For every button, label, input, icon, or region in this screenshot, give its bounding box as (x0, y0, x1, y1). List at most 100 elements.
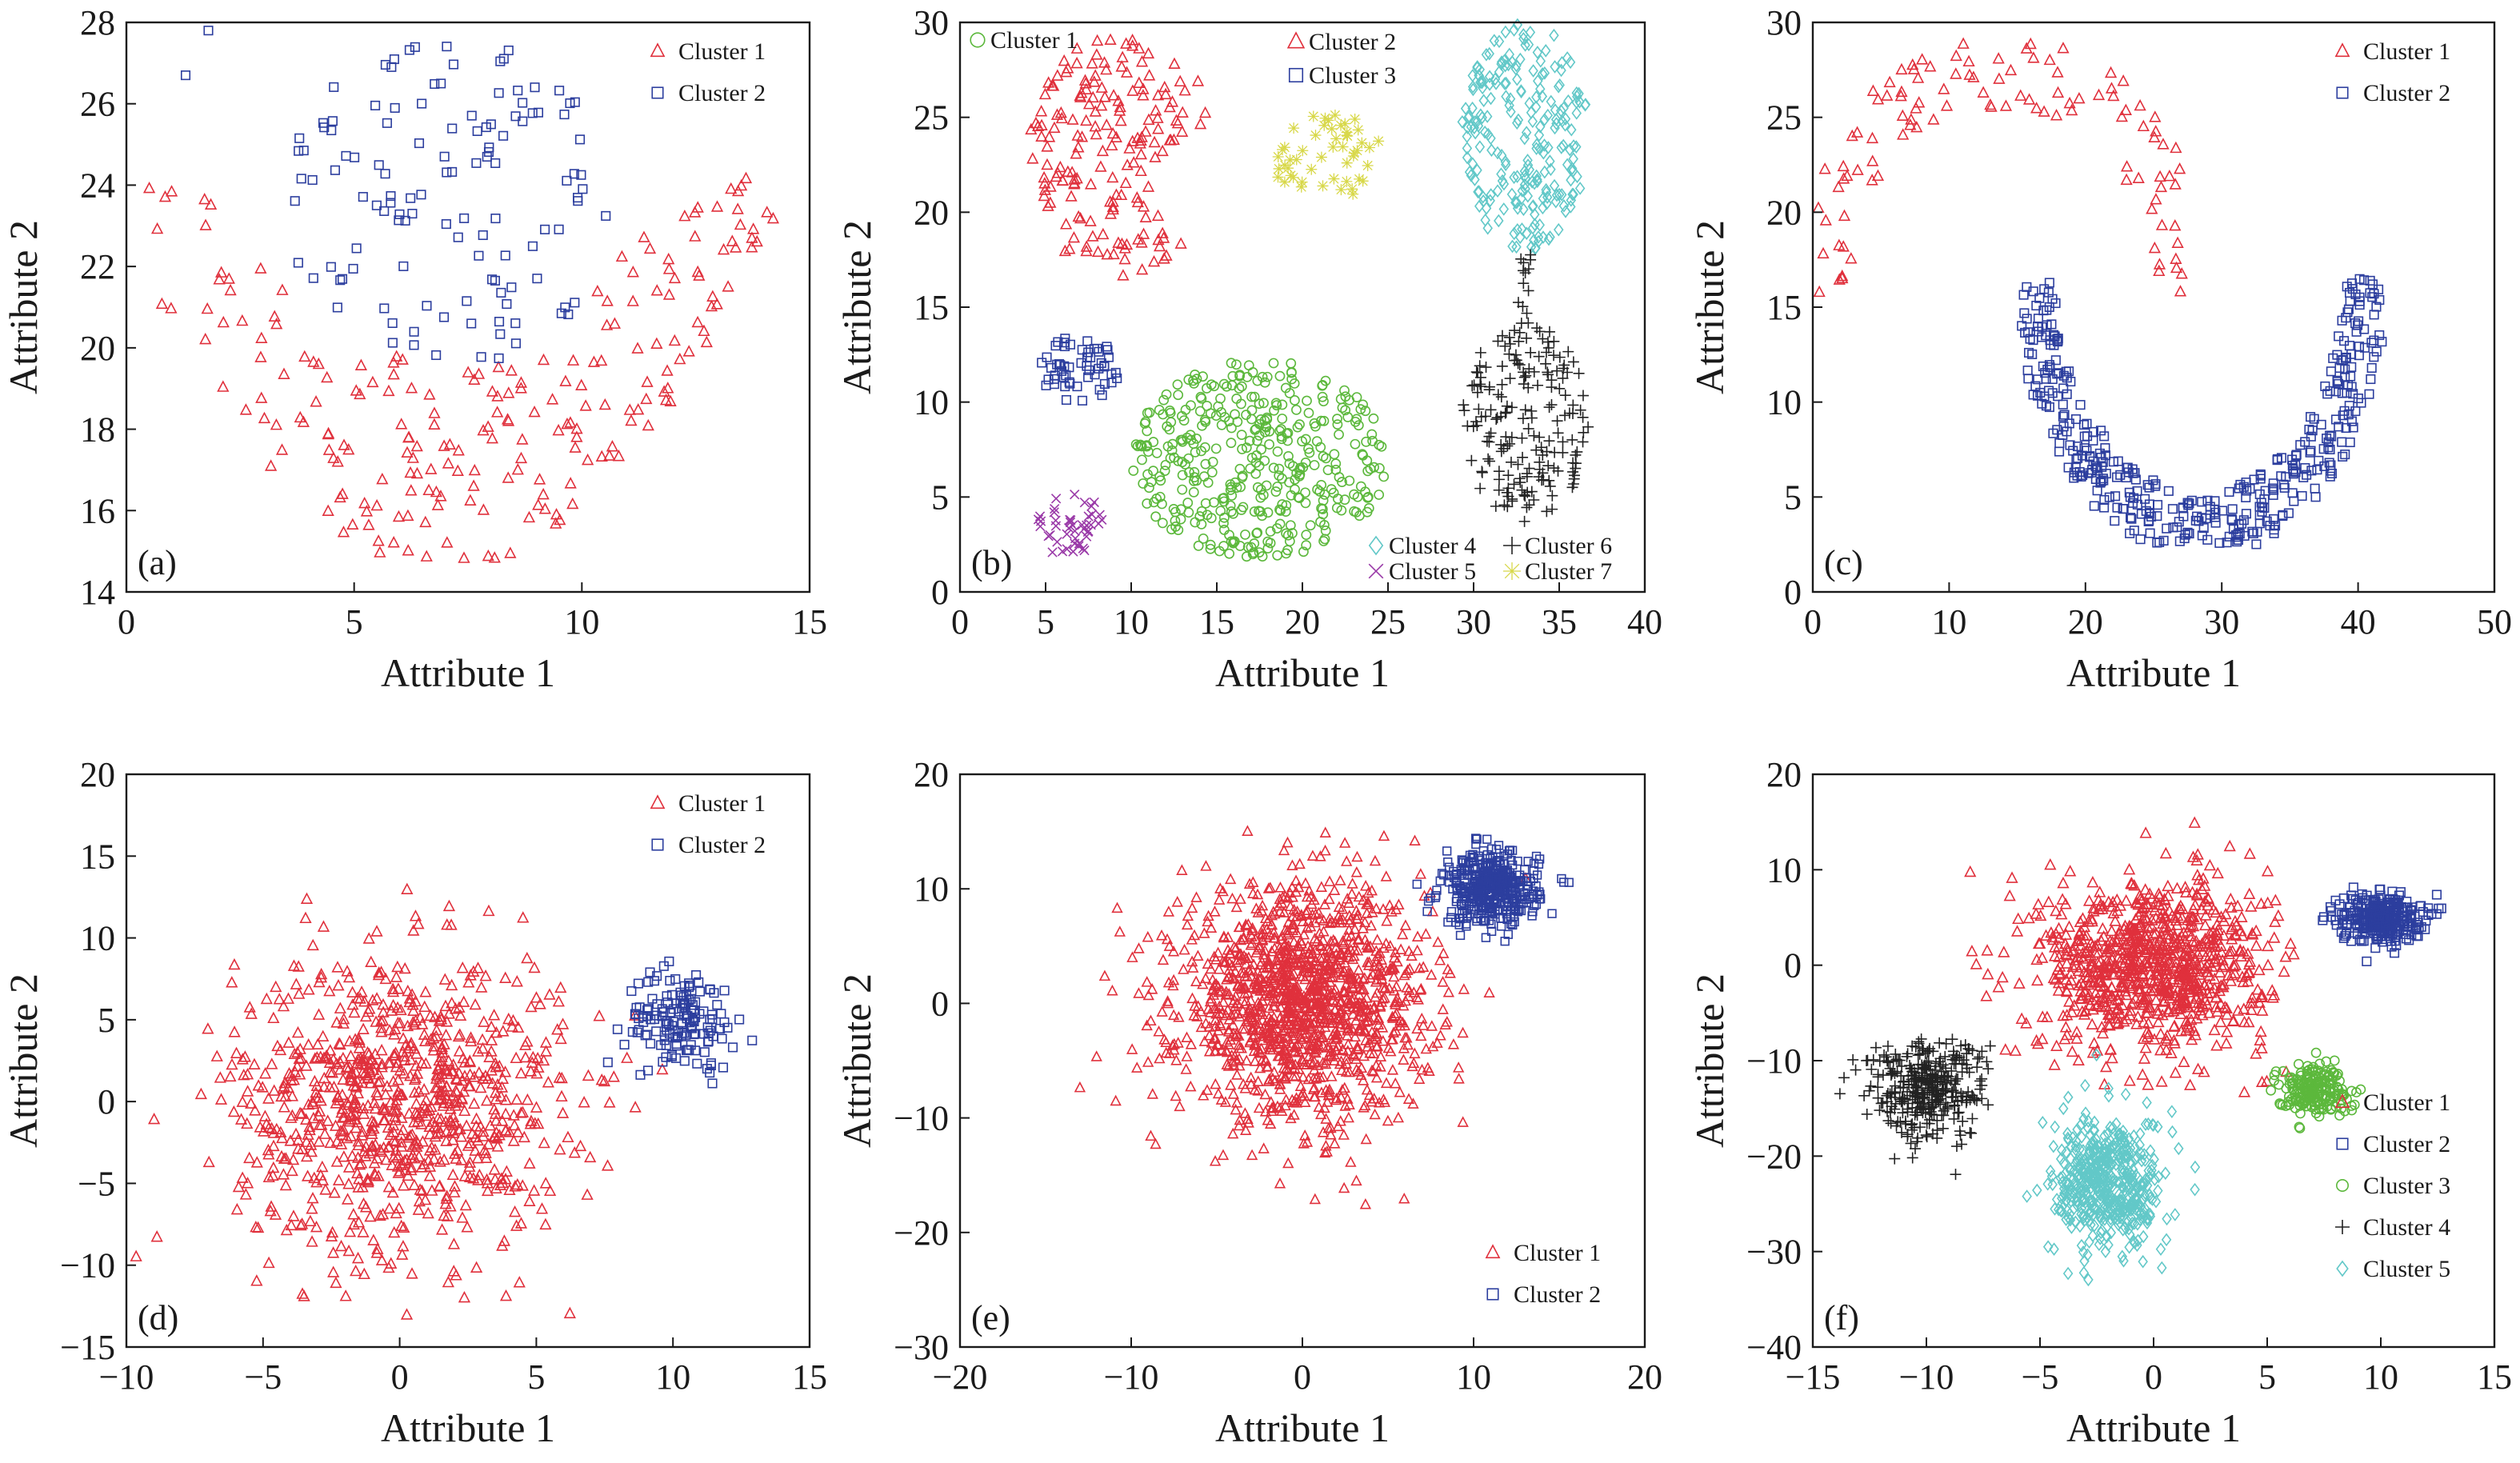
data-point-cluster-1 (1315, 415, 1326, 426)
data-point-cluster-1 (390, 1060, 402, 1073)
data-point-cluster-1 (1145, 1014, 1157, 1026)
data-point-cluster-2 (447, 123, 458, 134)
data-point-cluster-1 (1367, 1047, 1380, 1059)
data-point-cluster-1 (1993, 72, 2006, 84)
data-point-cluster-1 (429, 1143, 442, 1155)
data-point-cluster-1 (301, 1169, 314, 1181)
data-point-cluster-2 (2163, 486, 2174, 496)
data-point-cluster-1 (1315, 442, 1326, 453)
data-point-cluster-1 (2104, 66, 2118, 78)
data-point-cluster-1 (165, 302, 178, 314)
data-point-cluster-7 (1297, 145, 1309, 157)
data-point-cluster-1 (1359, 1197, 1372, 1209)
data-point-cluster-1 (1245, 463, 1256, 474)
data-point-cluster-4 (1554, 187, 1565, 202)
data-point-cluster-2 (2062, 373, 2072, 383)
data-point-cluster-1 (1280, 1047, 1292, 1059)
data-point-cluster-1 (1370, 902, 1382, 913)
data-point-cluster-1 (1259, 1019, 1271, 1031)
data-point-cluster-2 (679, 1028, 690, 1038)
data-point-cluster-2 (2354, 342, 2364, 352)
data-point-cluster-2 (1089, 69, 1102, 81)
y-tick-label: 14 (80, 573, 115, 612)
data-point-cluster-4 (1509, 226, 1519, 241)
data-point-cluster-1 (1206, 379, 1217, 390)
panel-b-ylabel: Attribute 2 (834, 220, 879, 394)
data-point-cluster-1 (1205, 992, 1218, 1004)
data-point-cluster-2 (1171, 116, 1184, 129)
data-point-cluster-1 (1189, 472, 1200, 483)
data-point-cluster-1 (1270, 486, 1282, 497)
data-point-cluster-1 (511, 1177, 524, 1190)
data-point-cluster-1 (465, 1034, 478, 1047)
data-point-cluster-2 (1088, 75, 1101, 87)
data-point-cluster-2 (1106, 202, 1120, 215)
data-point-cluster-1 (1305, 942, 1317, 953)
data-point-cluster-2 (1127, 156, 1140, 168)
data-point-cluster-1 (1279, 1070, 1291, 1081)
data-point-cluster-2 (1198, 106, 1212, 118)
data-point-cluster-1 (1883, 75, 1896, 88)
data-point-cluster-1 (1074, 1081, 1086, 1093)
data-point-cluster-1 (1262, 543, 1274, 554)
data-point-cluster-1 (321, 370, 334, 383)
data-point-cluster-1 (1241, 1054, 1253, 1066)
data-point-cluster-1 (689, 230, 702, 242)
data-point-cluster-1 (1326, 484, 1337, 495)
data-point-cluster-6 (1543, 402, 1555, 414)
data-point-cluster-1 (1314, 1012, 1326, 1024)
data-point-cluster-1 (1160, 459, 1171, 470)
data-point-cluster-7 (1278, 176, 1290, 188)
data-point-cluster-2 (459, 213, 470, 223)
data-point-cluster-1 (395, 1111, 408, 1123)
data-point-cluster-2 (2354, 316, 2364, 326)
data-point-cluster-2 (2374, 284, 2384, 294)
data-point-cluster-1 (1174, 1100, 1186, 1112)
data-point-cluster-2 (2197, 530, 2207, 541)
data-point-cluster-1 (1432, 936, 1444, 947)
data-point-cluster-2 (1059, 218, 1073, 230)
data-point-cluster-2 (2110, 516, 2120, 526)
data-point-cluster-1 (204, 198, 218, 210)
data-point-cluster-1 (312, 1090, 326, 1103)
data-point-cluster-7 (1288, 122, 1300, 134)
data-point-cluster-1 (1286, 1010, 1298, 1022)
data-point-cluster-1 (1183, 453, 1194, 464)
data-point-cluster-6 (1534, 431, 1546, 443)
data-point-cluster-1 (1294, 1080, 1307, 1091)
y-tick-label: 25 (914, 98, 949, 138)
data-point-cluster-2 (2222, 538, 2232, 548)
data-point-cluster-1 (1307, 978, 1319, 990)
data-point-cluster-2 (441, 219, 451, 230)
data-point-cluster-4 (1566, 163, 1577, 177)
data-point-cluster-3 (1037, 358, 1047, 368)
data-point-cluster-1 (350, 1121, 362, 1133)
data-point-cluster-2 (663, 1019, 674, 1029)
data-point-cluster-1 (323, 984, 336, 997)
data-point-cluster-1 (471, 961, 485, 973)
data-point-cluster-1 (1402, 964, 1414, 976)
data-point-cluster-1 (1367, 435, 1378, 446)
data-point-cluster-2 (478, 230, 488, 241)
data-point-cluster-2 (601, 210, 611, 221)
data-point-cluster-1 (383, 1201, 396, 1214)
data-point-cluster-1 (448, 1185, 461, 1197)
data-point-cluster-1 (1246, 1149, 1258, 1161)
data-point-cluster-1 (1369, 854, 1382, 866)
data-point-cluster-1 (1262, 371, 1273, 382)
data-point-cluster-4 (1550, 60, 1560, 74)
data-point-cluster-1 (1191, 374, 1202, 385)
data-point-cluster-2 (2132, 486, 2142, 497)
data-point-cluster-1 (1318, 495, 1329, 506)
data-point-cluster-1 (1264, 929, 1276, 940)
data-point-cluster-1 (323, 1065, 337, 1077)
data-point-cluster-4 (1486, 188, 1496, 202)
data-point-cluster-1 (312, 357, 325, 370)
data-point-cluster-1 (1374, 1061, 1386, 1072)
data-point-cluster-1 (1851, 163, 1864, 175)
data-point-cluster-1 (1218, 496, 1230, 507)
data-point-cluster-1 (1259, 912, 1272, 924)
data-point-cluster-1 (1324, 1010, 1337, 1022)
data-point-cluster-2 (2063, 462, 2074, 473)
data-point-cluster-1 (1218, 541, 1230, 552)
